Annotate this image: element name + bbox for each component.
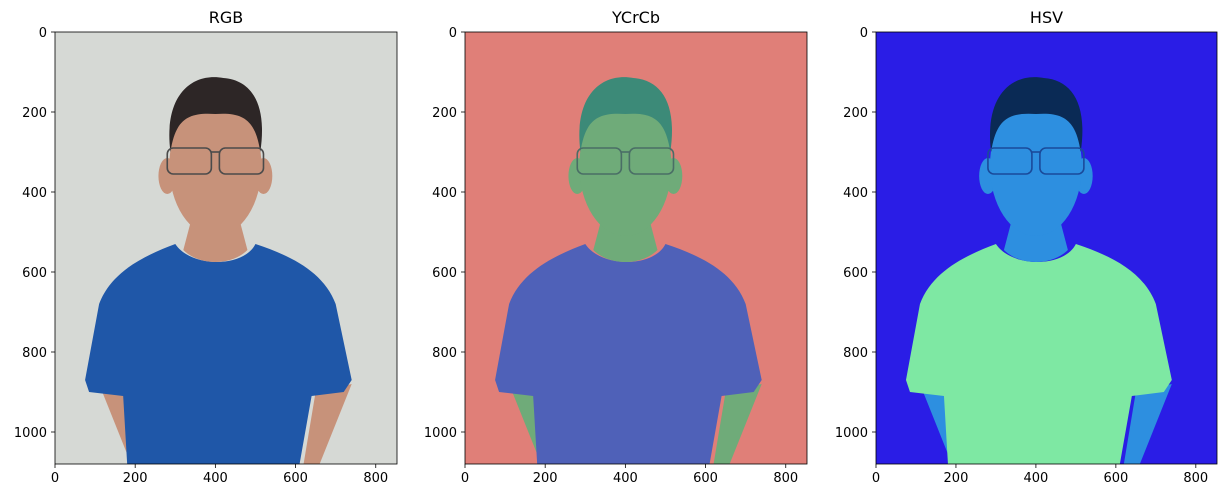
- hsv-image: [876, 32, 1217, 464]
- hsv-panel: 0 200 400 600 800 0 200 400 600 800 1000 HSV: [835, 8, 1218, 486]
- rgb-hair: [169, 77, 263, 152]
- ycrcb-title: YCrCb: [611, 8, 660, 27]
- rgb-axes-frame: [54, 31, 398, 465]
- hsv-ytick-label: 0: [860, 26, 868, 41]
- ycrcb-ytick-label: 0: [449, 26, 457, 41]
- ycrcb-image: [465, 32, 807, 464]
- ycrcb-xtick-label: 800: [773, 471, 798, 486]
- rgb-glasses-left-lens: [166, 147, 213, 175]
- hsv-hair: [989, 77, 1083, 152]
- rgb-shirt: [85, 244, 352, 464]
- hsv-glasses-right-lens: [1039, 147, 1085, 175]
- hsv-shirt: [905, 244, 1172, 464]
- ycrcb-shirt: [495, 244, 762, 464]
- ycrcb-right-arm: [713, 384, 762, 464]
- rgb-image: [55, 32, 397, 464]
- rgb-ytick-label: 1000: [14, 426, 47, 441]
- hsv-xtick-label: 400: [1023, 471, 1048, 486]
- ycrcb-glasses-left-lens: [576, 147, 623, 175]
- rgb-ytick-label: 0: [39, 26, 47, 41]
- hsv-ytick-label: 1000: [835, 426, 868, 441]
- rgb-title: RGB: [209, 8, 244, 27]
- hsv-face: [989, 96, 1082, 236]
- ycrcb-xtick-label: 0: [461, 471, 469, 486]
- hsv-ytick-label: 200: [843, 106, 868, 121]
- ycrcb-face: [579, 96, 672, 236]
- ycrcb-ytick-label: 400: [432, 186, 457, 201]
- ycrcb-xtick-label: 400: [613, 471, 638, 486]
- ycrcb-axes-frame: [464, 31, 808, 465]
- ycrcb-ytick-label: 600: [432, 266, 457, 281]
- hsv-xtick-label: 600: [1103, 471, 1128, 486]
- rgb-xtick-label: 0: [51, 471, 59, 486]
- hsv-xtick-label: 800: [1183, 471, 1208, 486]
- hsv-ytick-label: 800: [843, 346, 868, 361]
- hsv-xtick-label: 0: [872, 471, 880, 486]
- rgb-panel: 0 200 400 600 800 0 200 400 600 800 1000 RGB: [14, 8, 398, 486]
- ycrcb-ytick-label: 1000: [424, 426, 457, 441]
- hsv-axes-frame: [875, 31, 1218, 465]
- hsv-title: HSV: [1030, 8, 1063, 27]
- hsv-ytick-label: 400: [843, 186, 868, 201]
- hsv-ytick-label: 600: [843, 266, 868, 281]
- ycrcb-xtick-label: 600: [693, 471, 718, 486]
- ycrcb-hair: [579, 77, 673, 152]
- rgb-ytick-label: 600: [22, 266, 47, 281]
- rgb-xtick-label: 600: [283, 471, 308, 486]
- rgb-ytick-label: 800: [22, 346, 47, 361]
- hsv-xtick-label: 200: [944, 471, 969, 486]
- rgb-xtick-label: 400: [203, 471, 228, 486]
- rgb-ytick-label: 400: [22, 186, 47, 201]
- rgb-ytick-label: 200: [22, 106, 47, 121]
- rgb-glasses-right-lens: [218, 147, 265, 175]
- ycrcb-panel: 0 200 400 600 800 0 200 400 600 800 1000 YCrCb: [424, 8, 808, 486]
- rgb-xtick-label: 200: [123, 471, 148, 486]
- hsv-right-arm: [1123, 384, 1172, 464]
- hsv-glasses-left-lens: [987, 147, 1033, 175]
- ycrcb-glasses-right-lens: [628, 147, 675, 175]
- ycrcb-ytick-label: 200: [432, 106, 457, 121]
- ycrcb-ytick-label: 800: [432, 346, 457, 361]
- rgb-xtick-label: 800: [363, 471, 388, 486]
- rgb-right-arm: [303, 384, 352, 464]
- ycrcb-xtick-label: 200: [533, 471, 558, 486]
- rgb-face: [169, 96, 262, 236]
